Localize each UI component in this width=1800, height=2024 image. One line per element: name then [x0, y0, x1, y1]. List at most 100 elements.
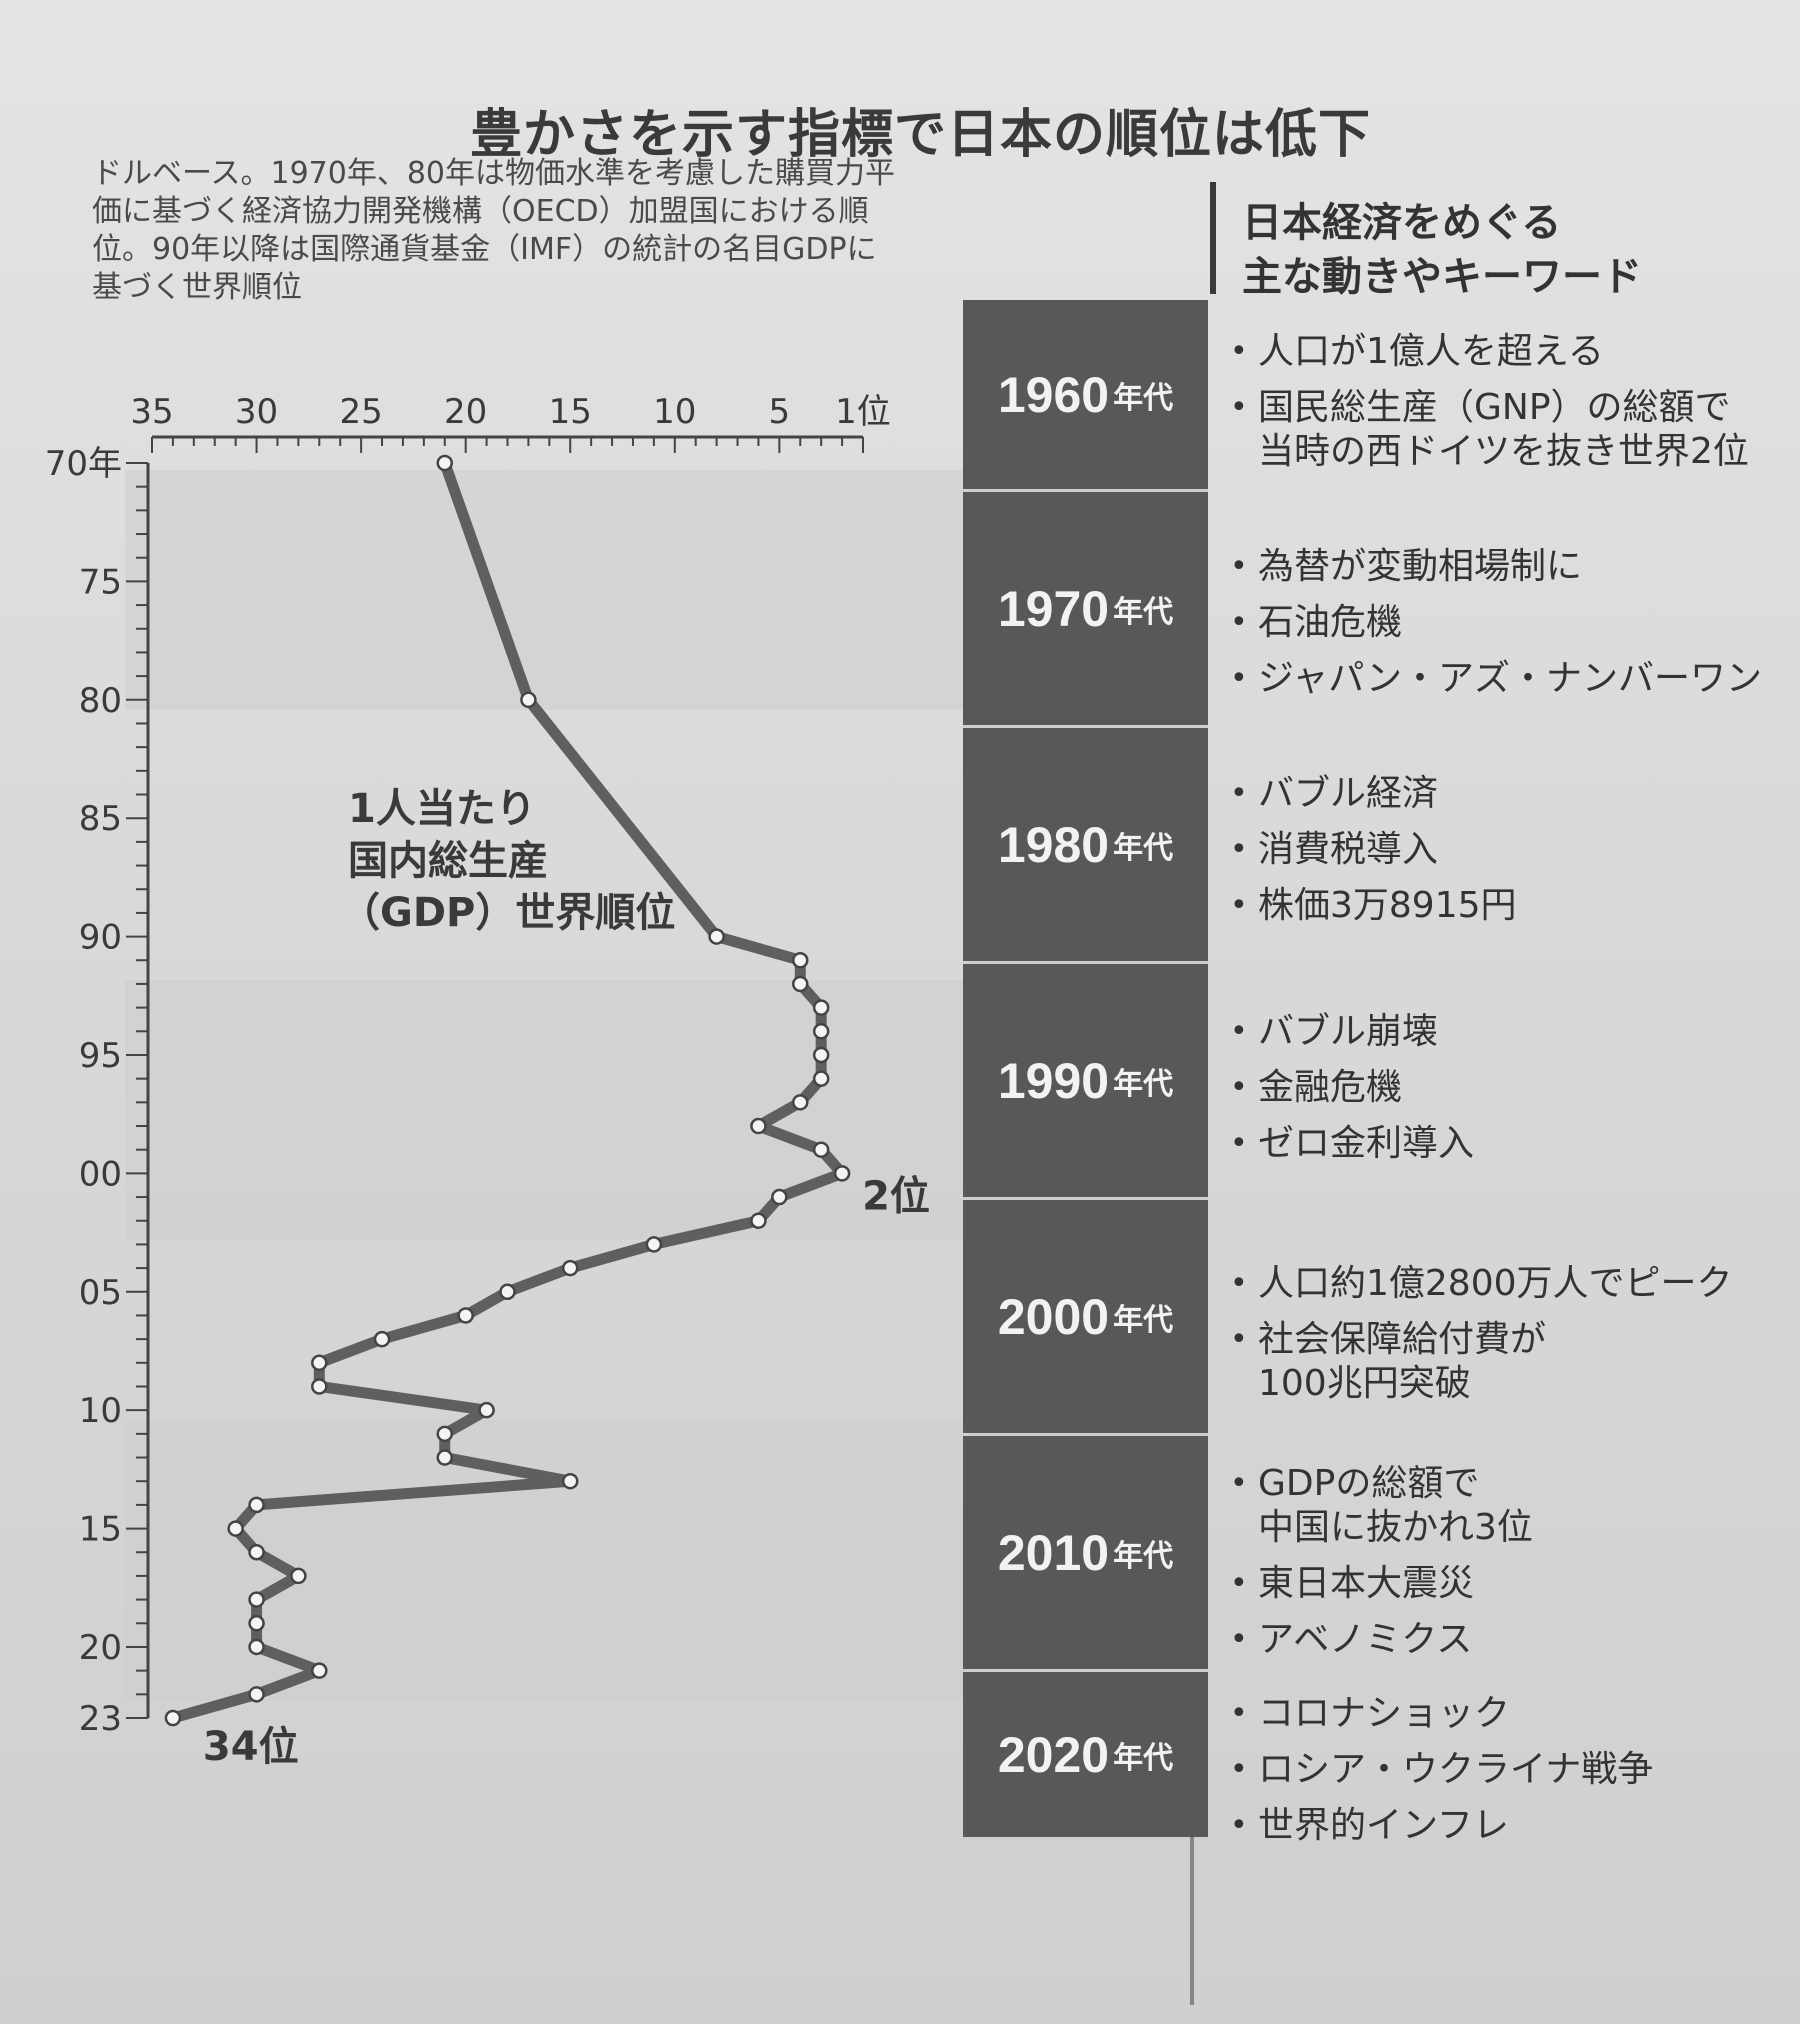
y-tick-label: 80 [79, 681, 122, 721]
chart-title: 豊かさを示す指標で日本の順位は低下 [470, 105, 1372, 165]
annotation-peak-rank: 2位 [862, 1173, 930, 1219]
decade-suffix: 年代 [1113, 1066, 1174, 1102]
data-point [373, 1330, 391, 1348]
y-tick-label: 00 [79, 1154, 122, 1194]
decade-events-2000: 人口約1億2800万人でピーク社会保障給付費が100兆円突破 [1230, 1262, 1790, 1406]
x-tick-label: 10 [653, 392, 696, 432]
decade-suffix: 年代 [1113, 594, 1174, 630]
decade-label: 1970 [997, 580, 1110, 637]
data-point [561, 1259, 579, 1277]
event-spacer [1230, 1792, 1790, 1804]
data-point [750, 1212, 767, 1229]
x-tick-label: 25 [339, 392, 382, 432]
decade-events-1970: 為替が変動相場制に石油危機ジャパン・アズ・ナンバーワン [1230, 545, 1790, 701]
tower-silhouette [1190, 1805, 1194, 2005]
source-note-line: 価に基づく経済協力開発機構（OECD）加盟国における順 [92, 194, 869, 229]
x-tick-label: 1位 [835, 392, 891, 432]
data-point [812, 1023, 830, 1040]
decade-suffix: 年代 [1113, 1538, 1174, 1574]
decade-block-2020: 2020 年代 [963, 1672, 1208, 1840]
data-point [227, 1520, 244, 1537]
decade-block-1960: 1960 年代 [963, 300, 1208, 492]
data-point [561, 1472, 579, 1490]
data-point [812, 1070, 830, 1087]
data-point [248, 1496, 265, 1514]
decade-suffix: 年代 [1113, 1740, 1174, 1776]
event-item: バブル崩壊 [1230, 1010, 1790, 1054]
source-note-line: ドルベース。1970年、80年は物価水準を考慮した購買力平 [92, 156, 896, 191]
decade-suffix: 年代 [1113, 1302, 1174, 1338]
rank-series-line [167, 457, 848, 1724]
event-spacer [1230, 1054, 1790, 1066]
x-tick-label: 15 [549, 392, 592, 432]
y-tick-label: 90 [79, 918, 122, 958]
x-tick-label: 5 [769, 392, 791, 432]
data-point [812, 1046, 830, 1064]
data-point [520, 691, 537, 709]
decade-block-1970: 1970 年代 [963, 492, 1208, 728]
event-spacer [1230, 1306, 1790, 1318]
data-point [750, 1117, 767, 1135]
x-tick-label: 20 [444, 392, 487, 432]
y-tick-label: 70年 [45, 444, 122, 484]
series-label: （GDP）世界順位 [340, 890, 675, 936]
data-point [499, 1283, 516, 1301]
data-point [248, 1638, 265, 1656]
event-item: バブル経済 [1230, 772, 1790, 816]
series-label: 1人当たり [348, 786, 536, 832]
annotation-latest-rank: 34位 [203, 1724, 299, 1770]
data-point [248, 1543, 265, 1561]
y-tick-label: 95 [79, 1036, 122, 1076]
event-spacer [1230, 645, 1790, 657]
decade-label: 2020 [997, 1726, 1110, 1783]
event-item: 為替が変動相場制に [1230, 545, 1790, 589]
event-item: 東日本大震災 [1230, 1562, 1790, 1606]
data-point [708, 928, 725, 945]
data-point [792, 975, 809, 993]
event-item: 世界的インフレ [1230, 1804, 1790, 1848]
event-item: 人口が1億人を超える [1230, 330, 1790, 374]
source-note-line: 位。90年以降は国際通貨基金（IMF）の統計の名目GDPに [92, 232, 877, 267]
decade-events-1990: バブル崩壊金融危機ゼロ金利導入 [1230, 1010, 1790, 1166]
event-item: 金融危機 [1230, 1066, 1790, 1110]
series-label: 国内総生産 [348, 838, 548, 884]
decade-label: 1990 [997, 1052, 1110, 1109]
data-point [248, 1615, 265, 1632]
data-point [792, 952, 809, 969]
decade-events-2010: GDPの総額で中国に抜かれ3位東日本大震災アベノミクス [1230, 1462, 1790, 1662]
data-point [833, 1165, 851, 1182]
event-item: 消費税導入 [1230, 828, 1790, 872]
data-point [457, 1307, 474, 1324]
event-spacer [1230, 374, 1790, 386]
decade-suffix: 年代 [1113, 380, 1174, 416]
y-tick-label: 10 [79, 1391, 122, 1431]
x-tick-label: 35 [130, 392, 173, 432]
event-spacer [1230, 1110, 1790, 1122]
decade-block-1980: 1980 年代 [963, 728, 1208, 964]
source-note: ドルベース。1970年、80年は物価水準を考慮した購買力平 価に基づく経済協力開… [92, 155, 992, 307]
data-point [436, 1449, 454, 1466]
y-tick-label: 20 [79, 1628, 122, 1668]
source-note-line: 基づく世界順位 [92, 270, 302, 305]
event-spacer [1230, 872, 1790, 884]
data-point [311, 1378, 328, 1395]
event-item: ゼロ金利導入 [1230, 1122, 1790, 1166]
decade-label: 2010 [997, 1524, 1110, 1581]
data-point [311, 1662, 328, 1679]
event-item: ジャパン・アズ・ナンバーワン [1230, 657, 1790, 701]
data-point [645, 1236, 663, 1253]
y-tick-label: 05 [79, 1273, 122, 1313]
data-point [792, 1094, 809, 1111]
data-point [164, 1709, 182, 1727]
data-point [248, 1686, 265, 1703]
data-point [771, 1188, 788, 1206]
y-tick-label: 23 [79, 1699, 122, 1739]
event-spacer [1230, 1550, 1790, 1562]
data-point [290, 1567, 307, 1585]
event-spacer [1230, 1606, 1790, 1618]
data-point [478, 1401, 495, 1419]
